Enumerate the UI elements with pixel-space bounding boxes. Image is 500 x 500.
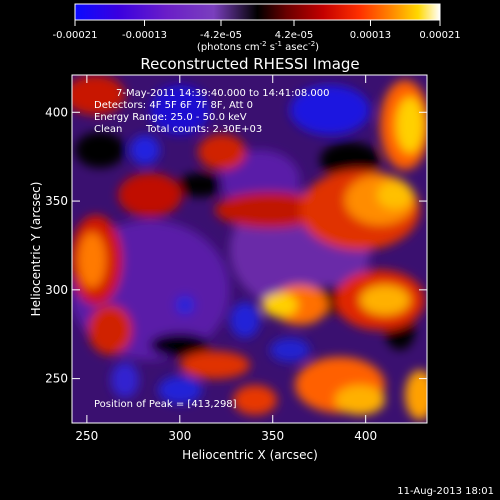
colorbar-tick-label: 4.2e-05 (275, 30, 313, 41)
plot-frame (71, 74, 428, 424)
y-tick-label: 250 (45, 372, 68, 386)
x-tick-label: 300 (168, 429, 191, 443)
annotation-peak: Position of Peak = [413,298] (94, 399, 237, 410)
footer-date: 11-Aug-2013 18:01 (397, 486, 494, 497)
y-tick-label: 300 (45, 283, 68, 297)
annotation-energy: Energy Range: 25.0 - 50.0 keV (94, 112, 247, 123)
x-tick-label: 250 (75, 429, 98, 443)
y-axis: 250 300 350 400 (45, 105, 427, 386)
colorbar-tick-label: 0.00013 (350, 30, 391, 41)
colorbar-tick-label: -0.00021 (53, 30, 98, 41)
heatmap-image (72, 75, 427, 423)
annotation-time-range: 7-May-2011 14:39:40.000 to 14:41:08.000 (116, 88, 329, 99)
y-tick-label: 400 (45, 105, 68, 119)
colorbar-tick-label: 0.00021 (419, 30, 460, 41)
colorbar: -0.00021 -0.00013 -4.2e-05 4.2e-05 0.00013 0.… (53, 3, 461, 53)
x-axis: 250 300 350 400 (75, 75, 377, 443)
colorbar-ticks: -0.00021 -0.00013 -4.2e-05 4.2e-05 0.00013 0.… (53, 20, 461, 41)
y-tick-label: 350 (45, 194, 68, 208)
x-tick-label: 350 (261, 429, 284, 443)
x-tick-label: 400 (354, 429, 377, 443)
annotation-detectors: Detectors: 4F 5F 6F 7F 8F, Att 0 (94, 100, 253, 111)
colorbar-gradient (74, 3, 441, 21)
chart-title: Reconstructed RHESSI Image (140, 55, 359, 73)
colorbar-tick-label: -4.2e-05 (200, 30, 242, 41)
annotation-counts: Total counts: 2.30E+03 (145, 124, 262, 135)
annotations: 7-May-2011 14:39:40.000 to 14:41:08.000 … (94, 88, 329, 410)
colorbar-tick-label: -0.00013 (122, 30, 167, 41)
x-axis-label: Heliocentric X (arcsec) (182, 448, 318, 462)
y-axis-label: Heliocentric Y (arcsec) (29, 182, 43, 317)
annotation-algorithm: Clean (94, 124, 122, 135)
colorbar-units: (photons cm-2 s-1 asec-2) (197, 40, 319, 53)
